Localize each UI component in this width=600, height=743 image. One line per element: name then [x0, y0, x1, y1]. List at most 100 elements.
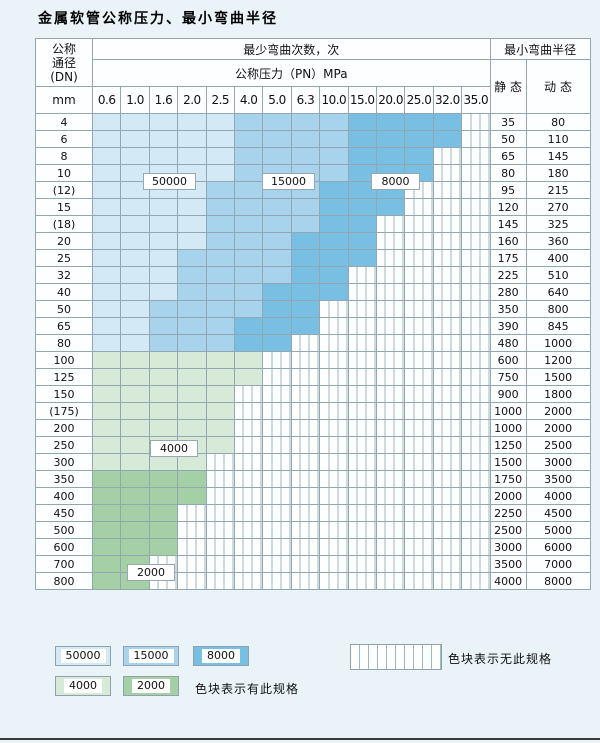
spec-cell-2000 [91, 504, 122, 522]
spec-cell-8000 [290, 232, 321, 250]
static-radius-value: 35 [489, 113, 527, 131]
pressure-col-35.0: 35.0 [461, 86, 491, 114]
no-spec-cell [290, 555, 321, 573]
spec-cell-15000 [233, 181, 264, 199]
no-spec-cell [461, 368, 491, 386]
dn-value: 200 [35, 419, 93, 437]
dn-header-line: (DN) [50, 69, 78, 84]
legend-no-spec-note: 色块表示无此规格 [448, 652, 553, 666]
spec-cell-15000 [262, 130, 292, 148]
no-spec-cell [404, 249, 434, 267]
no-spec-cell [375, 487, 406, 505]
spec-cell-4000 [120, 453, 150, 471]
spec-cell-15000 [205, 334, 235, 352]
spec-cell-50000 [120, 232, 150, 250]
no-spec-cell [290, 368, 321, 386]
pressure-col-6.3: 6.3 [290, 86, 321, 114]
static-radius-value: 3500 [489, 555, 527, 573]
table-body: 4 35 80 6 50 110 8 65 145 10 80 180 (12) 95 215 15 120 27… [35, 113, 591, 590]
no-spec-cell [404, 215, 434, 233]
no-spec-cell [375, 436, 406, 454]
spec-cell-50000 [91, 232, 122, 250]
no-spec-cell [461, 283, 491, 301]
no-spec-cell [404, 436, 434, 454]
no-spec-cell [461, 419, 491, 437]
cycle-tag-8000: 8000 [371, 173, 420, 190]
no-spec-cell [262, 504, 292, 522]
no-spec-cell [375, 470, 406, 488]
no-spec-cell [233, 470, 264, 488]
spec-cell-15000 [262, 232, 292, 250]
pressure-col-1.0: 1.0 [120, 86, 150, 114]
table-row-dn-15: 15 120 270 [35, 198, 591, 216]
spec-cell-15000 [262, 266, 292, 284]
spec-cell-15000 [177, 317, 207, 335]
dn-value: 20 [35, 232, 93, 250]
spec-cell-4000 [120, 351, 150, 369]
no-spec-cell [404, 572, 434, 590]
spec-cell-4000 [177, 351, 207, 369]
no-spec-cell [404, 385, 434, 403]
no-spec-cell [375, 572, 406, 590]
no-spec-cell [319, 504, 349, 522]
spec-cell-4000 [148, 351, 179, 369]
spec-cell-50000 [91, 283, 122, 301]
no-spec-cell [375, 453, 406, 471]
no-spec-cell [432, 521, 463, 539]
no-spec-cell [347, 521, 377, 539]
cycles-header: 最少弯曲次数，次 [92, 38, 491, 60]
table-row-dn-125: 125 750 1500 [35, 368, 591, 386]
spec-cell-2000 [177, 470, 207, 488]
static-radius-value: 80 [489, 164, 527, 182]
dn-value: 40 [35, 283, 93, 301]
dynamic-radius-value: 5000 [525, 521, 591, 539]
spec-cell-50000 [91, 249, 122, 267]
no-spec-cell [205, 453, 235, 471]
no-spec-cell [290, 521, 321, 539]
no-spec-cell [432, 419, 463, 437]
spec-cell-2000 [91, 487, 122, 505]
spec-cell-8000 [319, 283, 349, 301]
spec-cell-15000 [205, 300, 235, 318]
static-radius-value: 350 [489, 300, 527, 318]
spec-cell-50000 [91, 300, 122, 318]
cycle-tag-50000: 50000 [143, 173, 196, 190]
table-row-dn-300: 300 1500 3000 [35, 453, 591, 471]
no-spec-cell [461, 436, 491, 454]
spec-cell-2000 [91, 470, 122, 488]
static-radius-value: 95 [489, 181, 527, 199]
static-radius-value: 1750 [489, 470, 527, 488]
spec-cell-8000 [404, 147, 434, 165]
no-spec-cell [432, 470, 463, 488]
dn-header-line: 公称 [51, 41, 76, 56]
header-row-top: 公称 通径 (DN) 最少弯曲次数，次 最小弯曲半径 [35, 38, 591, 87]
spec-cell-8000 [290, 249, 321, 267]
spec-cell-50000 [177, 130, 207, 148]
no-spec-cell [404, 521, 434, 539]
spec-cell-50000 [120, 215, 150, 233]
spec-cell-15000 [319, 164, 349, 182]
dn-value: 4 [35, 113, 93, 131]
spec-cell-8000 [262, 300, 292, 318]
static-radius-value: 50 [489, 130, 527, 148]
spec-cell-8000 [290, 317, 321, 335]
table-row-dn-100: 100 600 1200 [35, 351, 591, 369]
legend-item-15000: 15000 [123, 646, 179, 666]
pressure-col-2.5: 2.5 [205, 86, 235, 114]
spec-cell-4000 [177, 402, 207, 420]
spec-cell-15000 [177, 249, 207, 267]
spec-cell-8000 [290, 266, 321, 284]
no-spec-cell [461, 198, 491, 216]
static-radius-value: 175 [489, 249, 527, 267]
spec-cell-50000 [177, 147, 207, 165]
no-spec-cell [375, 419, 406, 437]
pressure-col-0.6: 0.6 [91, 86, 122, 114]
spec-cell-8000 [347, 198, 377, 216]
static-radius-value: 600 [489, 351, 527, 369]
spec-cell-8000 [233, 317, 264, 335]
spec-cell-15000 [177, 266, 207, 284]
no-spec-cell [461, 504, 491, 522]
no-spec-cell [347, 487, 377, 505]
no-spec-cell [347, 351, 377, 369]
no-spec-cell [461, 487, 491, 505]
